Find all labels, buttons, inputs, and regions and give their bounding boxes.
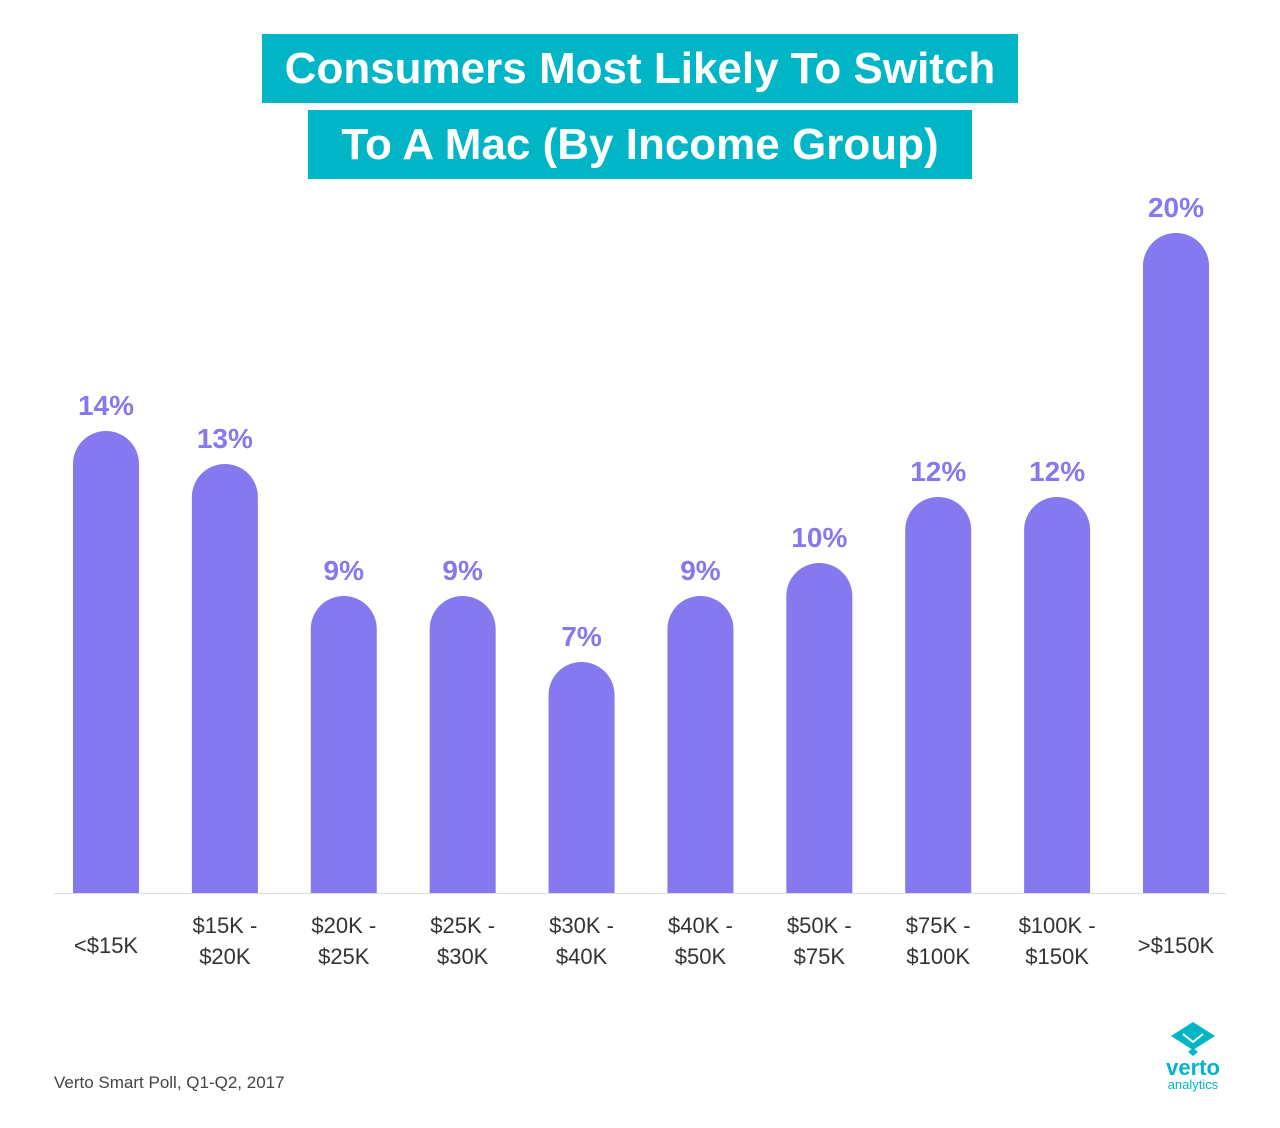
data-label: 9% bbox=[442, 555, 483, 586]
data-label: 10% bbox=[791, 522, 847, 553]
x-tick-label: $100K - bbox=[1019, 913, 1096, 938]
x-tick-label: $40K bbox=[556, 944, 608, 969]
bar bbox=[73, 431, 139, 893]
bar bbox=[191, 464, 258, 893]
source-note: Verto Smart Poll, Q1-Q2, 2017 bbox=[54, 1073, 285, 1092]
data-label: 13% bbox=[197, 423, 253, 454]
x-tick-label: <$15K bbox=[74, 933, 139, 958]
x-tick-label: $50K - bbox=[787, 913, 852, 938]
x-tick-label: $75K - bbox=[906, 913, 971, 938]
bar bbox=[905, 497, 972, 893]
x-tick-label: $50K bbox=[675, 944, 727, 969]
x-tick-label: $15K - bbox=[192, 913, 257, 938]
bar bbox=[667, 596, 734, 893]
bar bbox=[786, 563, 853, 893]
x-tick-label: $30K bbox=[437, 944, 489, 969]
x-tick-label: $40K - bbox=[668, 913, 733, 938]
data-label: 9% bbox=[680, 555, 721, 586]
x-tick-label: $25K bbox=[318, 944, 370, 969]
bar bbox=[1024, 497, 1091, 893]
verto-diamond-icon bbox=[1171, 1022, 1215, 1056]
bar bbox=[429, 596, 496, 893]
data-label: 7% bbox=[561, 621, 602, 652]
logo-wordmark: verto bbox=[1166, 1055, 1220, 1080]
x-tick-label: $20K bbox=[199, 944, 251, 969]
bar bbox=[548, 662, 615, 893]
data-label: 20% bbox=[1148, 192, 1204, 223]
bar bbox=[310, 596, 377, 893]
bar bbox=[1143, 233, 1209, 893]
x-tick-label: $30K - bbox=[549, 913, 614, 938]
x-tick-label: $75K bbox=[794, 944, 846, 969]
data-label: 9% bbox=[324, 555, 365, 586]
data-label: 14% bbox=[78, 390, 134, 421]
x-tick-label: $100K bbox=[906, 944, 970, 969]
verto-logo: verto analytics bbox=[1158, 1022, 1228, 1092]
data-label: 12% bbox=[1029, 456, 1085, 487]
logo-subtitle: analytics bbox=[1167, 1077, 1219, 1092]
data-label: 12% bbox=[910, 456, 966, 487]
x-tick-label: >$150K bbox=[1138, 933, 1215, 958]
x-tick-label: $20K - bbox=[311, 913, 376, 938]
chart-title-line-1: Consumers Most Likely To Switch bbox=[262, 34, 1018, 103]
x-tick-label: $25K - bbox=[430, 913, 495, 938]
chart-title-line-2: To A Mac (By Income Group) bbox=[308, 110, 972, 179]
x-tick-label: $150K bbox=[1025, 944, 1089, 969]
